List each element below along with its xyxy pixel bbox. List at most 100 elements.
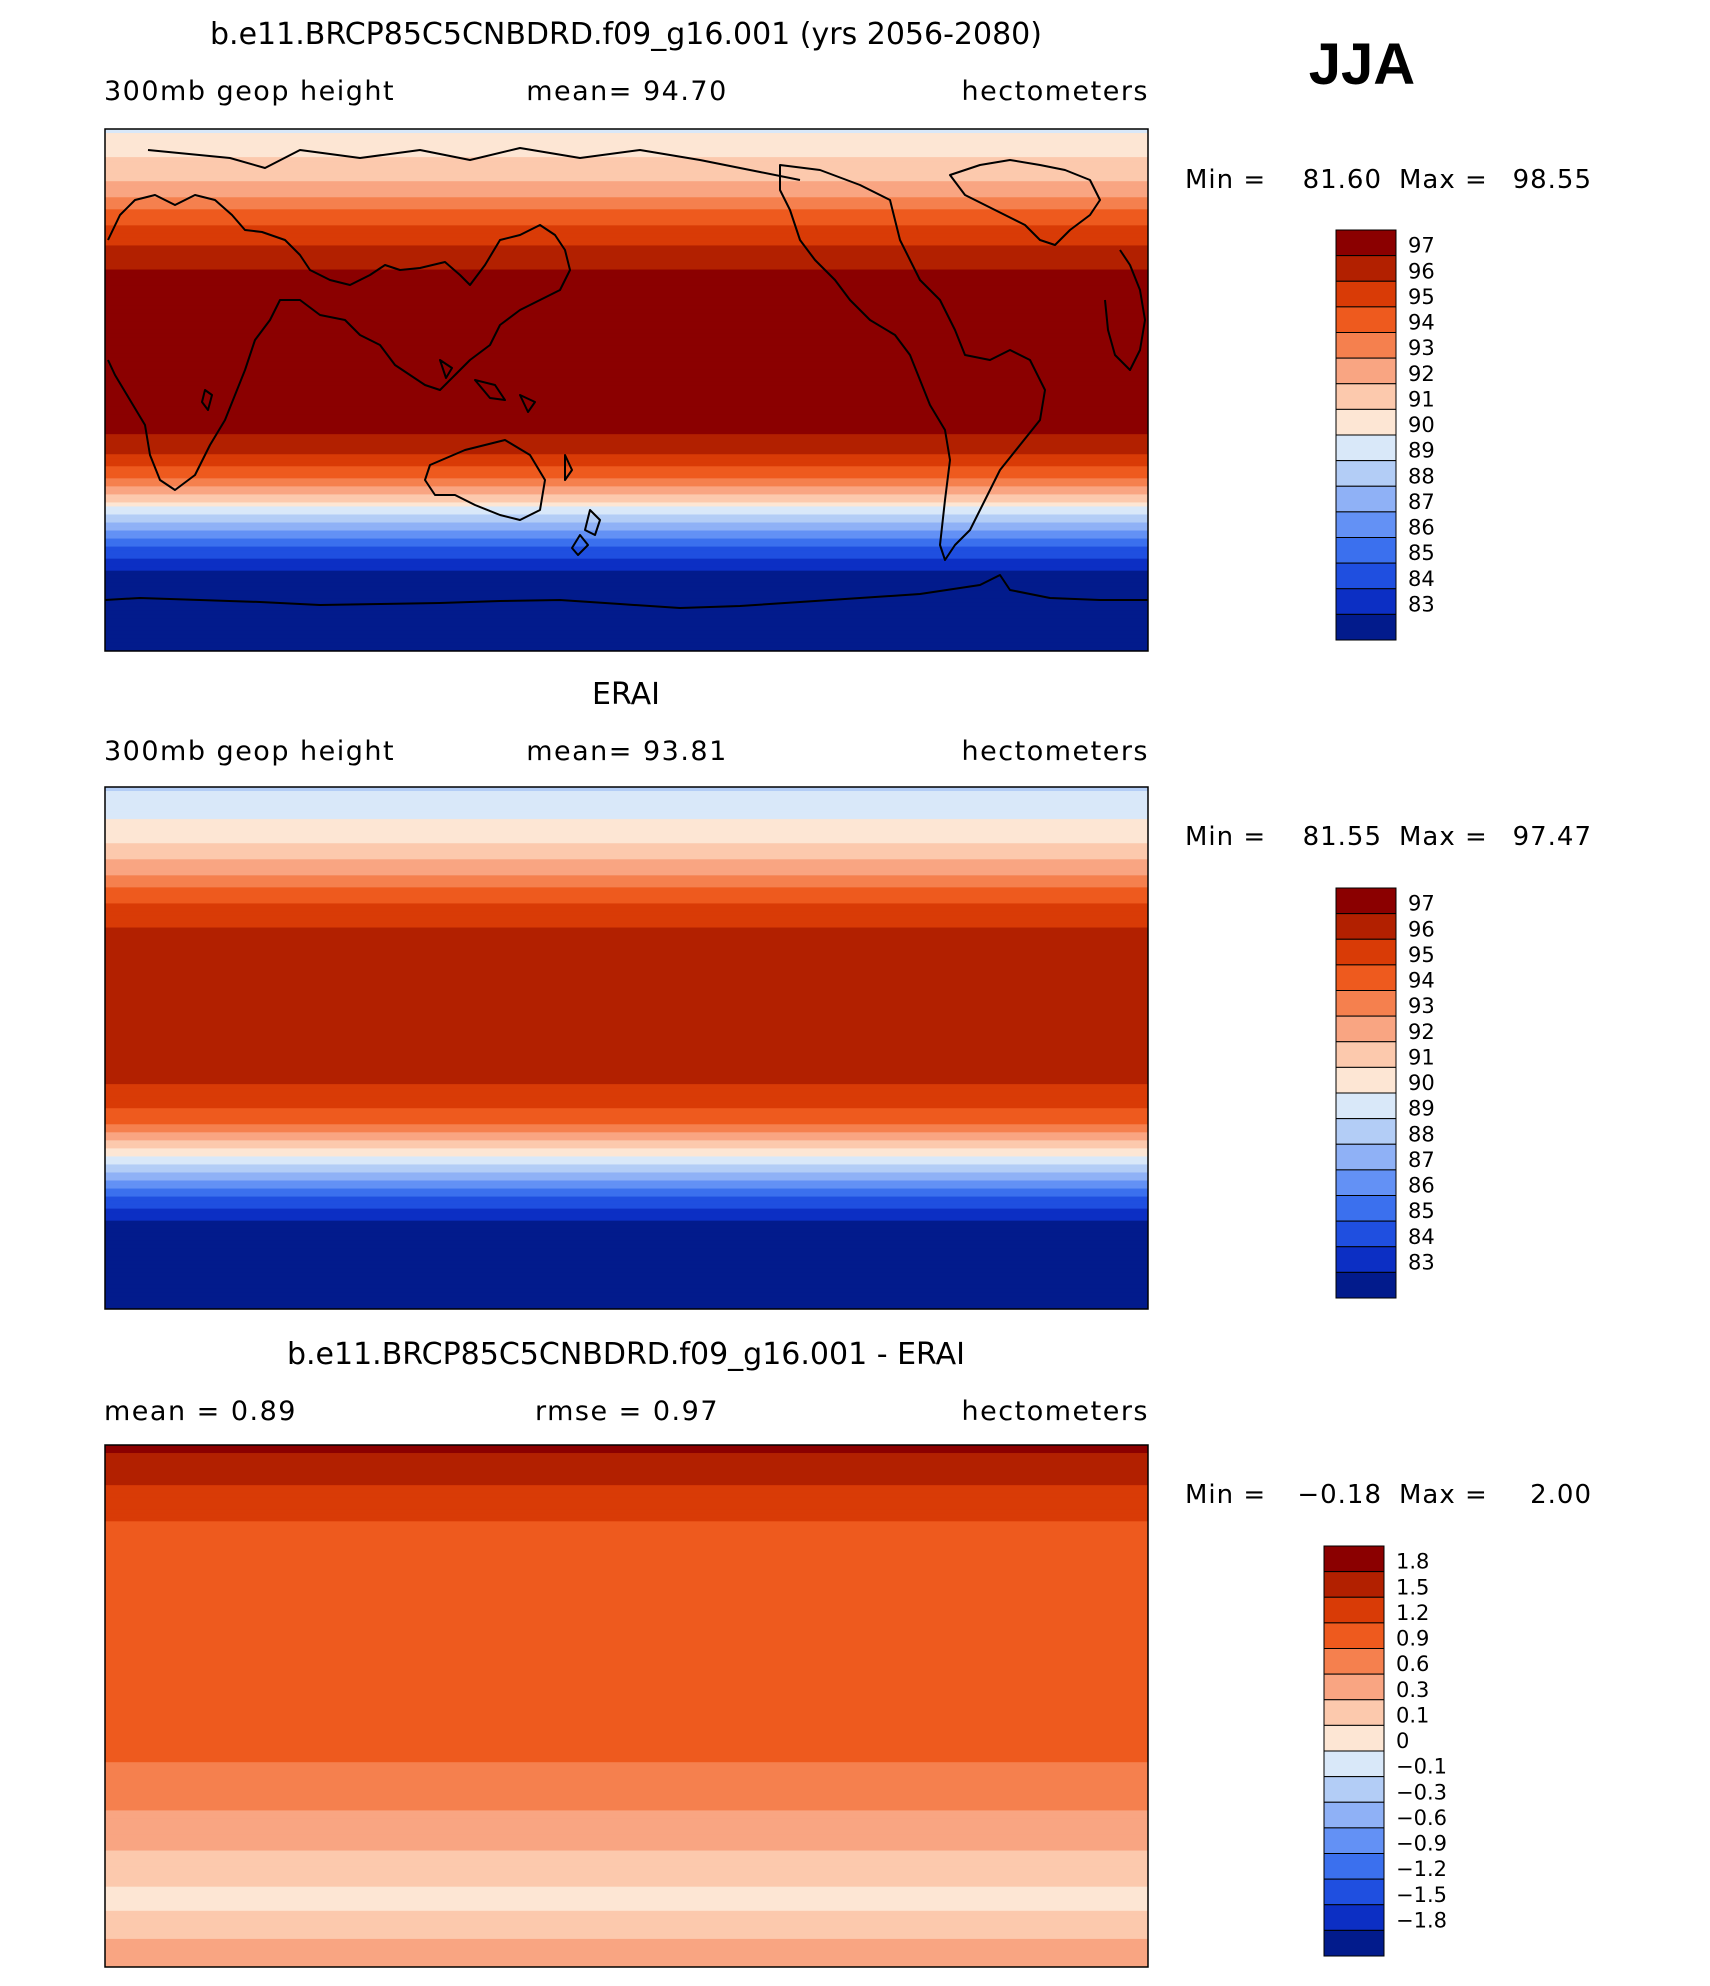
heatmap-band (105, 1954, 1148, 1960)
heatmap-band (105, 987, 1148, 993)
heatmap-band (105, 1734, 1148, 1739)
heatmap-band (105, 967, 1148, 973)
heatmap-band (105, 450, 1148, 455)
heatmap-band (105, 1039, 1148, 1045)
heatmap-band (105, 361, 1148, 367)
heatmap-band (105, 1742, 1148, 1747)
heatmap-band (105, 1180, 1148, 1186)
heatmap-band (105, 486, 1148, 491)
colorbar-tick-label: 88 (1408, 464, 1435, 488)
heatmap-band (105, 1758, 1148, 1763)
colorbar-box (1335, 1143, 1397, 1171)
heatmap-band (105, 606, 1148, 612)
heatmap-band (105, 546, 1148, 552)
heatmap-band (105, 1645, 1148, 1651)
colorbar-box (1323, 1571, 1385, 1598)
heatmap-band (105, 1116, 1148, 1121)
heatmap-band (105, 1188, 1148, 1194)
heatmap-band (105, 1918, 1148, 1924)
heatmap-band (105, 1661, 1148, 1667)
colorbar-tick-label: 91 (1408, 1045, 1435, 1069)
heatmap-band (105, 819, 1148, 824)
heatmap-band (105, 398, 1148, 403)
heatmap-band (105, 301, 1148, 307)
heatmap-band (105, 381, 1148, 387)
colorbar-tick-label: −1.5 (1396, 1883, 1447, 1907)
heatmap-band (105, 1088, 1148, 1093)
heatmap-band (105, 1718, 1148, 1723)
colorbar-box (1335, 408, 1397, 436)
heatmap-band (105, 1465, 1148, 1470)
colorbar-box (1323, 1776, 1385, 1803)
heatmap-band (105, 1766, 1148, 1771)
heatmap-band (105, 855, 1148, 860)
heatmap-band (105, 566, 1148, 572)
colorbar-box (1335, 537, 1397, 564)
heatmap-band (105, 1818, 1148, 1824)
heatmap-band (105, 414, 1148, 419)
heatmap-band (105, 1906, 1148, 1912)
heatmap-band (105, 1027, 1148, 1033)
heatmap-band (105, 205, 1148, 210)
heatmap-band (105, 458, 1148, 463)
map-frame (104, 786, 1149, 1310)
heatmap-band (105, 201, 1148, 206)
heatmap-band (105, 1276, 1148, 1282)
heatmap-band (105, 1890, 1148, 1896)
heatmap-band (105, 895, 1148, 901)
heatmap-band (105, 1910, 1148, 1916)
heatmap-band (105, 1722, 1148, 1727)
heatmap-band (105, 795, 1148, 800)
heatmap-band (105, 586, 1148, 592)
heatmap-band (105, 289, 1148, 295)
heatmap-band (105, 317, 1148, 323)
heatmap-band (105, 935, 1148, 941)
heatmap-band (105, 161, 1148, 166)
colorbar-box (1335, 280, 1397, 308)
heatmap-band (105, 213, 1148, 218)
heatmap-band (105, 293, 1148, 299)
heatmap-band (105, 1236, 1148, 1242)
heatmap-band (105, 514, 1148, 520)
heatmap-band (105, 1144, 1148, 1149)
heatmap-band (105, 181, 1148, 186)
heatmap-band (105, 835, 1148, 840)
heatmap-band (105, 1136, 1148, 1141)
heatmap-band (105, 189, 1148, 194)
heatmap-band (105, 1457, 1148, 1462)
heatmap-band (105, 281, 1148, 287)
heatmap-band (105, 313, 1148, 319)
heatmap-band (105, 345, 1148, 351)
max-value: 2.00 (1530, 1480, 1592, 1510)
heatmap-band (105, 1140, 1148, 1145)
heatmap-band (105, 1573, 1148, 1579)
min-label: Min = (1185, 165, 1266, 195)
heatmap-band (105, 843, 1148, 848)
heatmap-band (105, 1252, 1148, 1258)
heatmap-band (105, 1613, 1148, 1619)
heatmap-band (105, 1461, 1148, 1466)
heatmap-band (105, 269, 1148, 275)
heatmap-band (105, 811, 1148, 816)
heatmap-band (105, 1806, 1148, 1811)
heatmap-band (105, 979, 1148, 985)
heatmap-band (105, 839, 1148, 844)
heatmap-band (105, 1609, 1148, 1615)
heatmap-fill (105, 129, 1148, 651)
heatmap-band (105, 582, 1148, 588)
heatmap-band (105, 333, 1148, 339)
panel-units-label: hectometers (962, 76, 1149, 107)
heatmap-band (105, 999, 1148, 1005)
heatmap-band (105, 1685, 1148, 1691)
heatmap-band (105, 630, 1148, 636)
colorbar-box (1335, 306, 1397, 334)
colorbar-box (1335, 613, 1397, 641)
heatmap-band (105, 1072, 1148, 1077)
heatmap-band (105, 1497, 1148, 1502)
heatmap-band (105, 1922, 1148, 1928)
heatmap-band (105, 618, 1148, 624)
colorbar-box (1335, 913, 1397, 940)
colorbar-box (1323, 1673, 1385, 1701)
colorbar-box (1335, 1015, 1397, 1043)
